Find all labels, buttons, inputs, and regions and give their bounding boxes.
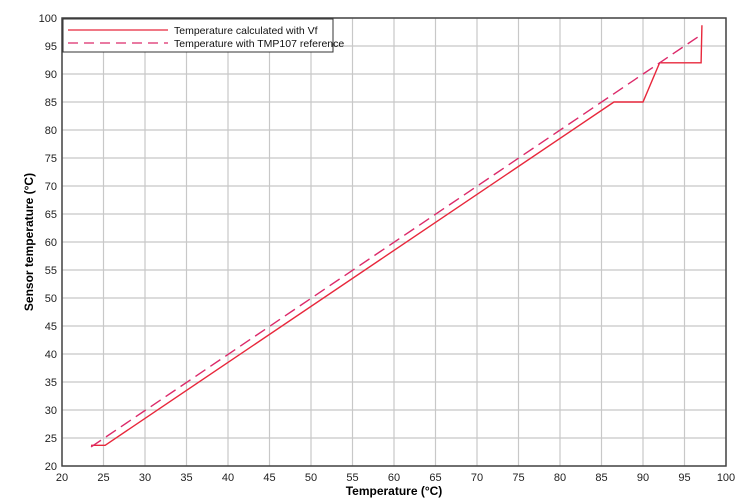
y-tick-label: 30 <box>45 405 57 417</box>
legend-label-tmp107: Temperature with TMP107 reference <box>174 38 344 50</box>
y-tick-label: 50 <box>45 293 57 305</box>
y-tick-label: 70 <box>45 181 57 193</box>
x-tick-label: 50 <box>305 472 317 484</box>
y-tick-label: 60 <box>45 237 57 249</box>
series-line-tmp107-reference <box>90 33 703 448</box>
x-tick-label: 80 <box>554 472 566 484</box>
y-tick-label: 100 <box>39 13 57 25</box>
x-tick-label: 25 <box>97 472 109 484</box>
x-tick-label: 20 <box>56 472 68 484</box>
x-tick-label: 95 <box>678 472 690 484</box>
y-axis-label: Sensor temperature (°C) <box>22 173 36 311</box>
y-tick-label: 65 <box>45 209 57 221</box>
y-tick-label: 85 <box>45 97 57 109</box>
x-tick-label: 60 <box>388 472 400 484</box>
x-tick-label: 45 <box>263 472 275 484</box>
x-tick-label: 85 <box>595 472 607 484</box>
y-tick-label: 20 <box>45 461 57 473</box>
y-tick-label: 90 <box>45 69 57 81</box>
y-tick-labels: 20 25 30 35 40 45 50 55 60 65 70 75 80 85 90 95 100 <box>39 13 57 473</box>
x-tick-label: 35 <box>180 472 192 484</box>
x-axis-label: Temperature (°C) <box>346 484 443 498</box>
x-tick-label: 70 <box>471 472 483 484</box>
x-tick-label: 90 <box>637 472 649 484</box>
y-tick-label: 25 <box>45 433 57 445</box>
series-line-calculated-vf <box>91 25 703 446</box>
y-tick-label: 55 <box>45 265 57 277</box>
x-tick-labels: 20 25 30 35 40 45 50 55 60 65 70 75 80 85 90 95 100 <box>56 472 735 484</box>
y-tick-label: 40 <box>45 349 57 361</box>
x-tick-label: 40 <box>222 472 234 484</box>
y-tick-label: 35 <box>45 377 57 389</box>
legend-box <box>62 18 334 53</box>
y-tick-label: 75 <box>45 153 57 165</box>
series-group <box>90 25 703 448</box>
legend-label-vf: Temperature calculated with Vf <box>174 25 318 37</box>
plot-frame <box>61 17 727 467</box>
y-tick-label: 45 <box>45 321 57 333</box>
x-tick-label: 65 <box>429 472 441 484</box>
x-tick-label: 55 <box>346 472 358 484</box>
y-tick-label: 80 <box>45 125 57 137</box>
x-tick-label: 75 <box>512 472 524 484</box>
y-tick-label: 95 <box>45 41 57 53</box>
x-tick-label: 30 <box>139 472 151 484</box>
x-tick-label: 100 <box>717 472 735 484</box>
legend: Temperature calculated with Vf Temperatu… <box>62 18 344 53</box>
